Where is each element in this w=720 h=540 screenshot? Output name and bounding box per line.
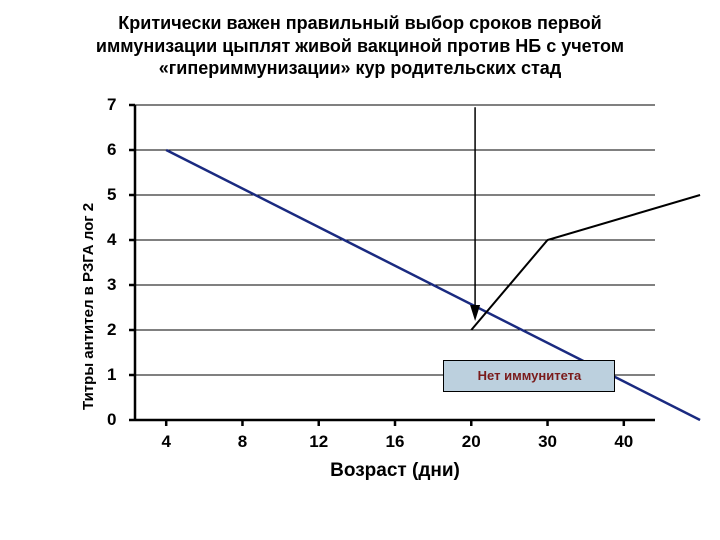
x-tick-label: 40 [610, 432, 638, 452]
x-axis-label: Возраст (дни) [135, 460, 655, 482]
y-tick-label: 2 [107, 320, 116, 340]
x-tick-label: 8 [228, 432, 256, 452]
y-tick-label: 3 [107, 275, 116, 295]
y-axis-label: Титры антител в РЗГА лог 2 [80, 203, 97, 410]
y-tick-label: 1 [107, 365, 116, 385]
y-tick-label: 0 [107, 410, 116, 430]
annotation-text: Нет иммунитета [478, 368, 582, 383]
x-tick-label: 30 [534, 432, 562, 452]
y-tick-label: 6 [107, 140, 116, 160]
y-tick-label: 5 [107, 185, 116, 205]
x-tick-label: 20 [457, 432, 485, 452]
x-tick-label: 12 [305, 432, 333, 452]
slide-title: Критически важен правильный выбор сроков… [30, 12, 690, 80]
annotation-no-immunity: Нет иммунитета [443, 360, 615, 392]
x-tick-label: 16 [381, 432, 409, 452]
title-line-2: иммунизации цыплят живой вакциной против… [30, 35, 690, 58]
x-tick-label: 4 [152, 432, 180, 452]
title-line-1: Критически важен правильный выбор сроков… [30, 12, 690, 35]
y-tick-label: 4 [107, 230, 116, 250]
title-line-3: «гипериммунизации» кур родительских стад [30, 57, 690, 80]
y-tick-label: 7 [107, 95, 116, 115]
